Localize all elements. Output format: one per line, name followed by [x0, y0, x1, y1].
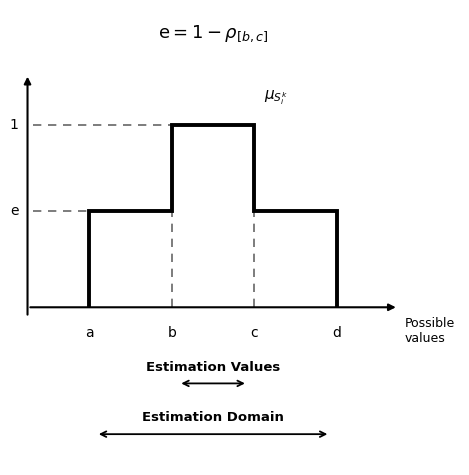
- Text: 1: 1: [9, 118, 18, 132]
- Text: a: a: [85, 326, 94, 340]
- Text: Possible
values: Possible values: [404, 317, 454, 345]
- Text: $\mu_{S_i^k}$: $\mu_{S_i^k}$: [264, 88, 288, 107]
- Text: Estimation Values: Estimation Values: [146, 361, 280, 373]
- Text: $\mathrm{e} = 1 - \rho_{[b,c]}$: $\mathrm{e} = 1 - \rho_{[b,c]}$: [158, 23, 268, 43]
- Text: d: d: [333, 326, 341, 340]
- Text: e: e: [10, 204, 18, 218]
- Text: Estimation Domain: Estimation Domain: [142, 411, 284, 424]
- Text: c: c: [250, 326, 258, 340]
- Text: b: b: [167, 326, 176, 340]
